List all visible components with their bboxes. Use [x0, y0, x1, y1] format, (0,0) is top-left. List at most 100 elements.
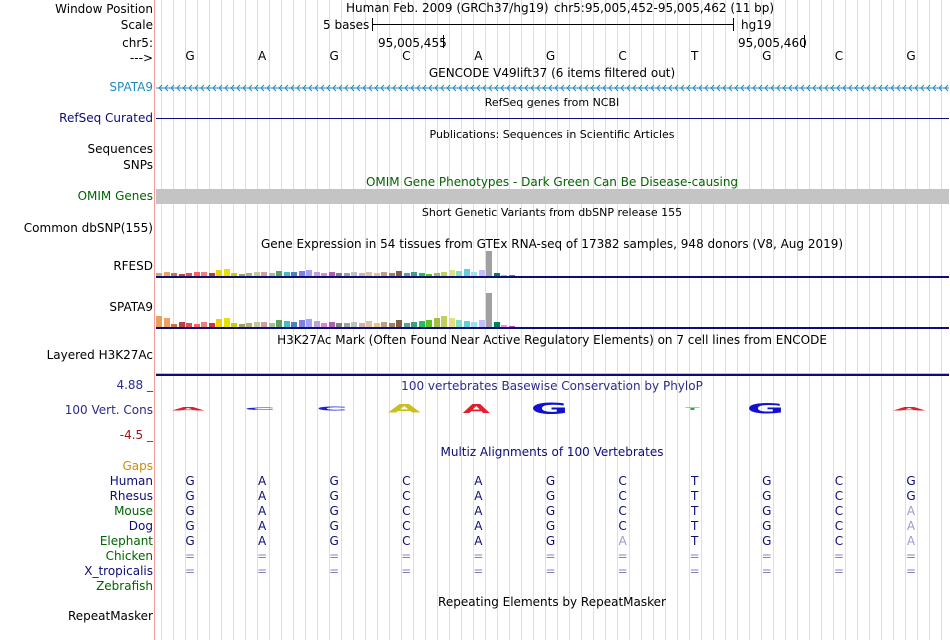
gtex-tissue-bar[interactable] — [261, 272, 267, 277]
gtex-tissue-bar[interactable] — [306, 270, 312, 277]
gtex-tissue-bar[interactable] — [463, 269, 470, 277]
gtex-tissue-bar[interactable] — [486, 251, 492, 277]
gtex-tissue-bar[interactable] — [298, 271, 305, 277]
gtex-tissue-bar[interactable] — [163, 272, 170, 277]
h3k27-label[interactable]: Layered H3K27Ac — [46, 348, 153, 362]
gtex-tissue-bar[interactable] — [216, 270, 222, 277]
gencode-gene-label[interactable]: SPATA9 — [109, 80, 153, 94]
gtex-tissue-bar[interactable] — [231, 273, 237, 277]
gtex-tissue-bar[interactable] — [456, 320, 462, 328]
species-label[interactable]: Mouse — [114, 504, 153, 518]
gtex-tissue-bar[interactable] — [283, 272, 290, 277]
gtex-tissue-bar[interactable] — [186, 273, 192, 277]
gtex-tissue-bar[interactable] — [261, 322, 267, 328]
gtex-tissue-bar[interactable] — [268, 323, 275, 328]
gtex-tissue-bar[interactable] — [403, 323, 410, 328]
gtex-tissue-bar[interactable] — [418, 321, 425, 328]
gtex-tissue-bar[interactable] — [501, 325, 507, 328]
cons-label[interactable]: 100 Vert. Cons — [64, 403, 153, 417]
gtex-tissue-bar[interactable] — [478, 320, 485, 328]
gtex-tissue-bar[interactable] — [456, 271, 462, 277]
gtex-tissue-bar[interactable] — [351, 272, 357, 277]
gtex-tissue-bar[interactable] — [493, 273, 500, 277]
gtex-tissue-bar[interactable] — [471, 322, 477, 328]
gtex-tissue-bar[interactable] — [403, 273, 410, 277]
gtex-tissue-bar[interactable] — [441, 272, 447, 277]
gtex-tissue-bar[interactable] — [208, 273, 215, 277]
gtex-tissue-bar[interactable] — [313, 321, 320, 328]
gtex-tissue-bar[interactable] — [411, 272, 417, 277]
gtex-bars-spata9[interactable] — [156, 290, 556, 328]
species-label[interactable]: Elephant — [99, 534, 153, 548]
species-label[interactable]: Rhesus — [109, 489, 153, 503]
gtex-tissue-bar[interactable] — [171, 273, 177, 277]
gtex-tissue-bar[interactable] — [486, 293, 492, 328]
gtex-tissue-bar[interactable] — [373, 323, 380, 328]
gtex-tissue-bar[interactable] — [291, 322, 297, 328]
gtex-tissue-bar[interactable] — [246, 323, 252, 328]
gtex-tissue-bar[interactable] — [186, 323, 192, 328]
gtex-gene-label-rfesd[interactable]: RFESD — [113, 259, 153, 273]
gtex-tissue-bar[interactable] — [201, 272, 207, 277]
gtex-tissue-bar[interactable] — [336, 323, 342, 328]
gtex-tissue-bar[interactable] — [156, 316, 162, 328]
gtex-tissue-bar[interactable] — [388, 273, 395, 277]
gtex-tissue-bar[interactable] — [321, 273, 327, 277]
species-label[interactable]: X_tropicalis — [84, 564, 153, 578]
omim-gene-bar[interactable] — [156, 189, 949, 204]
gtex-tissue-bar[interactable] — [321, 323, 327, 328]
gtex-tissue-bar[interactable] — [396, 271, 402, 277]
species-label[interactable]: Dog — [128, 519, 153, 533]
species-label[interactable]: Zebrafish — [96, 579, 153, 593]
gtex-tissue-bar[interactable] — [201, 322, 207, 328]
gtex-tissue-bar[interactable] — [433, 318, 440, 328]
gtex-tissue-bar[interactable] — [328, 272, 335, 277]
gtex-tissue-bar[interactable] — [178, 322, 185, 328]
gtex-tissue-bar[interactable] — [156, 273, 162, 277]
gtex-tissue-bar[interactable] — [193, 272, 200, 277]
gencode-gene-model[interactable] — [156, 82, 949, 92]
gtex-tissue-bar[interactable] — [246, 273, 252, 277]
gtex-tissue-bar[interactable] — [343, 323, 350, 328]
gtex-gene-label-spata9[interactable]: SPATA9 — [109, 300, 153, 314]
gtex-tissue-bar[interactable] — [178, 274, 185, 277]
species-label[interactable]: Chicken — [105, 549, 153, 563]
gtex-tissue-bar[interactable] — [193, 324, 200, 328]
gtex-tissue-bar[interactable] — [358, 273, 365, 277]
gtex-tissue-bar[interactable] — [231, 323, 237, 328]
gtex-tissue-bar[interactable] — [171, 324, 177, 328]
gtex-tissue-bar[interactable] — [366, 321, 372, 328]
omim-label[interactable]: OMIM Genes — [77, 189, 153, 203]
gtex-tissue-bar[interactable] — [328, 322, 335, 328]
gtex-tissue-bar[interactable] — [396, 320, 402, 328]
gtex-tissue-bar[interactable] — [471, 272, 477, 277]
gtex-tissue-bar[interactable] — [208, 323, 215, 328]
gtex-tissue-bar[interactable] — [373, 273, 380, 277]
gtex-tissue-bar[interactable] — [358, 323, 365, 328]
gtex-tissue-bar[interactable] — [418, 273, 425, 277]
gtex-tissue-bar[interactable] — [238, 274, 245, 277]
gtex-tissue-bar[interactable] — [463, 321, 470, 328]
gtex-tissue-bar[interactable] — [163, 318, 170, 328]
refseq-label[interactable]: RefSeq Curated — [59, 111, 153, 125]
gtex-tissue-bar[interactable] — [381, 322, 387, 328]
gtex-tissue-bar[interactable] — [411, 322, 417, 328]
gtex-tissue-bar[interactable] — [336, 273, 342, 277]
gtex-tissue-bar[interactable] — [306, 319, 312, 328]
gtex-tissue-bar[interactable] — [366, 272, 372, 277]
gtex-tissue-bar[interactable] — [276, 271, 282, 277]
gtex-tissue-bar[interactable] — [253, 322, 260, 328]
gtex-tissue-bar[interactable] — [283, 321, 290, 328]
gtex-tissue-bar[interactable] — [343, 273, 350, 277]
gtex-tissue-bar[interactable] — [223, 318, 230, 328]
species-label[interactable]: Human — [109, 474, 153, 488]
gtex-tissue-bar[interactable] — [216, 319, 222, 328]
gtex-tissue-bar[interactable] — [448, 318, 455, 328]
repeat-label[interactable]: RepeatMasker — [67, 609, 153, 623]
gtex-tissue-bar[interactable] — [426, 274, 432, 277]
gtex-tissue-bar[interactable] — [381, 272, 387, 277]
refseq-gene-line[interactable] — [156, 118, 949, 119]
snps-label[interactable]: SNPs — [123, 158, 153, 172]
gtex-tissue-bar[interactable] — [478, 270, 485, 277]
